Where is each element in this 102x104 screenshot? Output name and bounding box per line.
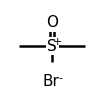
Text: Br: Br — [42, 74, 59, 89]
Text: S: S — [47, 39, 57, 54]
Text: O: O — [46, 15, 58, 30]
Text: +: + — [53, 37, 62, 47]
Text: -: - — [58, 73, 62, 83]
